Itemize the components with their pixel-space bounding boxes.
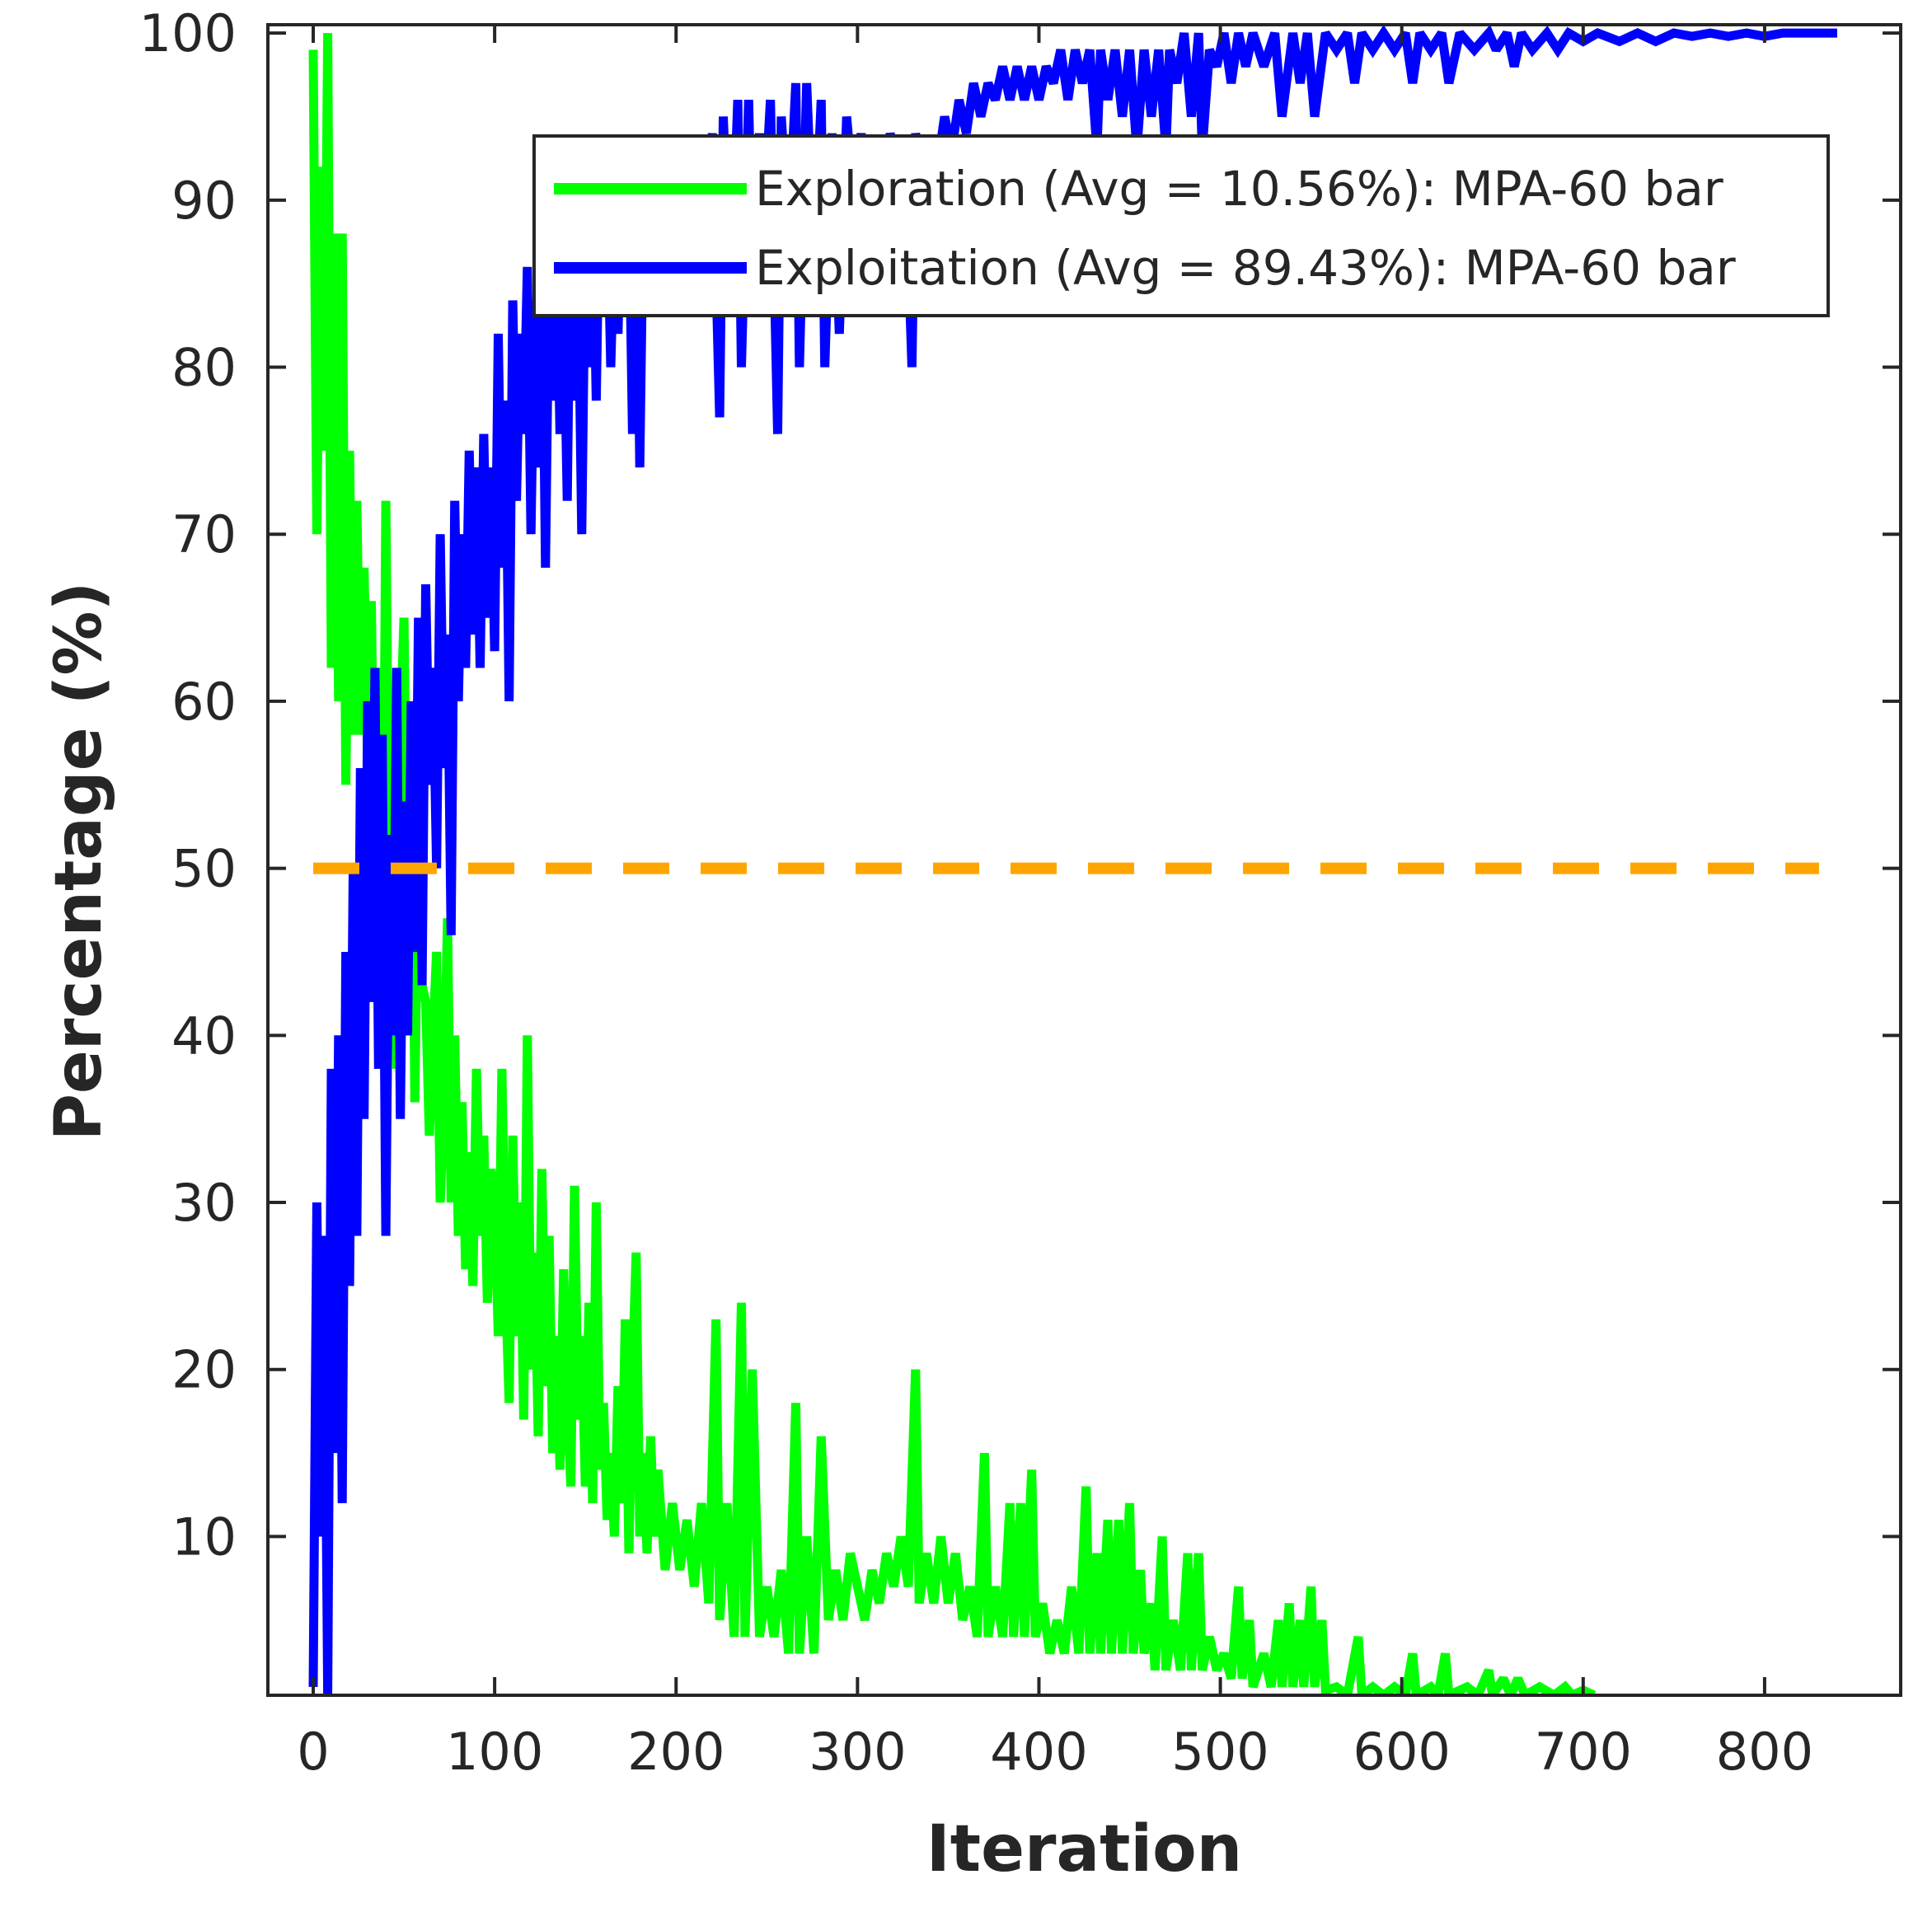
x-axis-title: Iteration bbox=[926, 1812, 1242, 1886]
x-tick-label: 0 bbox=[297, 1722, 329, 1782]
y-tick-label: 60 bbox=[171, 672, 237, 732]
y-tick-label: 80 bbox=[171, 338, 237, 398]
x-tick-label: 300 bbox=[809, 1722, 906, 1782]
x-tick-label: 700 bbox=[1535, 1722, 1632, 1782]
y-axis-title: Percentage (%) bbox=[42, 582, 116, 1141]
legend-box bbox=[532, 134, 1830, 317]
x-tick-label: 500 bbox=[1171, 1722, 1268, 1782]
legend-label-exploitation: Exploitation (Avg = 89.43%): MPA-60 bar bbox=[755, 240, 1736, 296]
y-tick-label: 70 bbox=[171, 504, 237, 565]
series-line-exploration bbox=[308, 33, 1597, 1695]
legend-label-exploration: Exploration (Avg = 10.56%): MPA-60 bar bbox=[755, 161, 1723, 217]
axes-box bbox=[266, 23, 1902, 1697]
x-tick-label: 100 bbox=[446, 1722, 543, 1782]
y-tick-label: 20 bbox=[171, 1340, 237, 1400]
y-tick-label: 30 bbox=[171, 1173, 237, 1233]
x-tick-label: 600 bbox=[1353, 1722, 1451, 1782]
y-tick-label: 50 bbox=[171, 839, 237, 899]
y-tick-label: 10 bbox=[171, 1507, 237, 1567]
x-tick-label: 400 bbox=[990, 1722, 1087, 1782]
y-tick-label: 90 bbox=[171, 171, 237, 231]
x-tick-label: 800 bbox=[1716, 1722, 1813, 1782]
y-tick-label: 40 bbox=[171, 1005, 237, 1066]
axes: 0 100 200 300 400 500 600 700 800 10 20 30 40 50 60 70 8… bbox=[42, 3, 1902, 1886]
x-tick-label: 200 bbox=[627, 1722, 724, 1782]
legend: Exploration (Avg = 10.56%): MPA-60 bar Ex… bbox=[532, 134, 1830, 317]
y-tick-label: 100 bbox=[139, 3, 237, 63]
